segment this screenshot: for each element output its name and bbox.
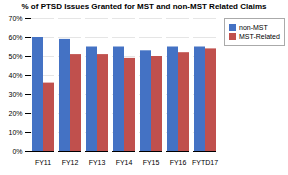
html-text:non-MST: non-MST [239,24,268,31]
svg-text:FY14: FY14 [116,159,133,166]
svg-text:30%: 30% [8,91,22,98]
svg-text:FY12: FY12 [62,159,79,166]
svg-text:FY16: FY16 [170,159,187,166]
svg-text:50%: 50% [8,53,22,60]
svg-text:70%: 70% [8,15,22,22]
svg-text:0%: 0% [12,148,22,155]
svg-text:FY15: FY15 [143,159,160,166]
svg-text:20%: 20% [8,110,22,117]
html-text:MST-Related: MST-Related [239,33,280,40]
svg-text:FY13: FY13 [89,159,106,166]
svg-text:10%: 10% [8,129,22,136]
svg-text:FY11: FY11 [35,159,51,166]
html-text:% of PTSD Issues Granted for M: % of PTSD Issues Granted for MST and non… [21,2,267,11]
svg-text:60%: 60% [8,34,22,41]
svg-text:FYTD17: FYTD17 [192,159,218,166]
svg-text:40%: 40% [8,72,22,79]
